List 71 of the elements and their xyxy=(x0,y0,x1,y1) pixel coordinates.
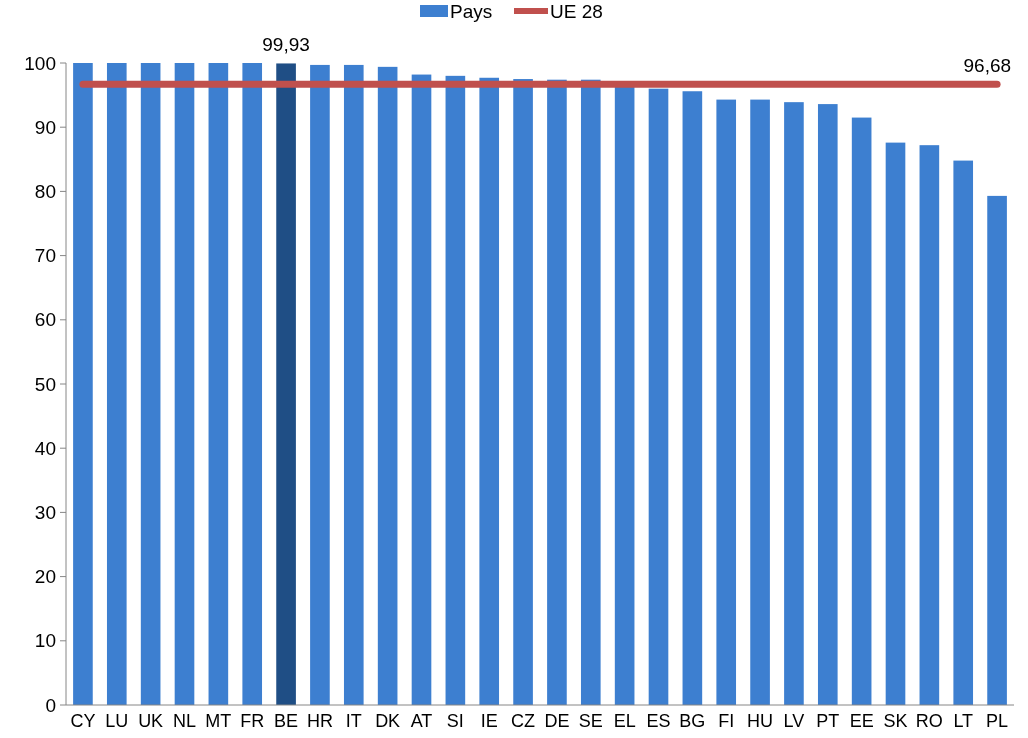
bar xyxy=(851,117,872,705)
x-tick-label: ES xyxy=(646,711,671,731)
y-tick-label: 40 xyxy=(34,437,56,459)
x-tick-label: HR xyxy=(306,711,333,731)
legend-label: UE 28 xyxy=(550,1,603,22)
data-label: 96,68 xyxy=(963,55,1012,77)
x-tick-label: FR xyxy=(240,711,265,731)
bar xyxy=(580,79,601,705)
x-tick-label: PT xyxy=(816,711,840,731)
bar xyxy=(919,145,940,705)
y-tick-label: 60 xyxy=(34,309,56,331)
x-tick-label: UK xyxy=(138,711,164,731)
bar xyxy=(445,75,466,705)
y-tick-label: 0 xyxy=(45,694,56,716)
bar xyxy=(479,77,500,705)
y-tick-label: 70 xyxy=(34,245,56,267)
bar xyxy=(784,102,804,705)
x-tick-label: LV xyxy=(783,711,805,731)
y-tick-label: 30 xyxy=(34,502,56,524)
bar xyxy=(106,63,127,705)
x-tick-label: DK xyxy=(375,711,401,731)
data-label: 99,93 xyxy=(262,34,310,56)
bar xyxy=(817,104,838,705)
x-tick-label: HU xyxy=(747,711,774,731)
bar xyxy=(682,91,703,705)
x-tick-label: FI xyxy=(718,711,735,731)
legend-label: Pays xyxy=(450,1,493,22)
y-tick-label: 80 xyxy=(34,181,56,203)
x-tick-label: SE xyxy=(578,711,603,731)
bar xyxy=(343,64,364,705)
x-tick-label: RO xyxy=(915,711,943,731)
x-tick-label: EL xyxy=(613,711,636,731)
bar xyxy=(377,66,398,705)
x-tick-label: IE xyxy=(480,711,498,731)
bar xyxy=(885,142,906,705)
bar xyxy=(242,63,263,705)
y-tick-label: 100 xyxy=(24,52,56,74)
bar xyxy=(174,63,195,705)
x-tick-label: EE xyxy=(849,711,874,731)
bar xyxy=(716,99,737,705)
x-tick-label: SI xyxy=(446,711,464,731)
x-tick-label: LU xyxy=(105,711,129,731)
y-tick-label: 20 xyxy=(34,566,56,588)
bar xyxy=(953,160,974,705)
x-tick-label: CY xyxy=(70,711,96,731)
bar xyxy=(513,79,533,705)
x-tick-label: IT xyxy=(345,711,362,731)
x-tick-label: NL xyxy=(172,711,197,731)
y-tick-label: 10 xyxy=(34,630,56,652)
bar xyxy=(547,79,567,705)
bar xyxy=(208,63,229,705)
x-tick-label: BG xyxy=(679,711,706,731)
y-tick-label: 90 xyxy=(34,116,56,138)
x-tick-label: DE xyxy=(544,711,570,731)
bar xyxy=(750,99,770,705)
bar xyxy=(614,86,635,705)
y-tick-label: 50 xyxy=(34,373,56,395)
bar xyxy=(73,63,93,705)
x-tick-label: CZ xyxy=(511,711,536,731)
x-tick-label: AT xyxy=(410,711,433,731)
x-tick-label: SK xyxy=(883,711,908,731)
x-tick-label: MT xyxy=(205,711,232,731)
bar xyxy=(276,63,296,705)
x-tick-label: BE xyxy=(274,711,299,731)
bar xyxy=(987,195,1007,705)
bar xyxy=(648,88,669,705)
bar xyxy=(310,64,330,705)
x-tick-label: PL xyxy=(986,711,1009,731)
bar xyxy=(140,63,161,705)
x-tick-label: LT xyxy=(953,711,974,731)
bar xyxy=(411,74,432,705)
